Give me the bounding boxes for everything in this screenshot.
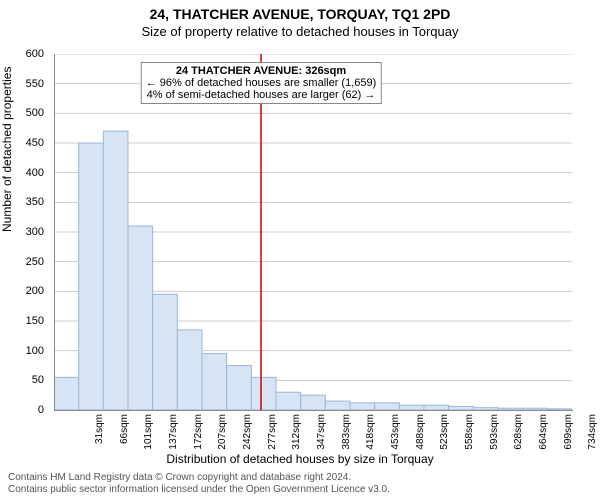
histogram-bar xyxy=(54,377,79,410)
y-tick-label: 250 xyxy=(0,256,44,268)
x-tick-label: 558sqm xyxy=(464,414,475,454)
chart-title-line2: Size of property relative to detached ho… xyxy=(0,22,600,39)
histogram-bar xyxy=(79,143,104,410)
x-tick-label: 137sqm xyxy=(168,414,179,454)
x-axis-ticks: 31sqm 66sqm 101sqm 137sqm 172sqm 207sqm 242sqm… xyxy=(54,414,572,454)
histogram-bar xyxy=(449,406,474,410)
y-tick-label: 300 xyxy=(0,226,44,238)
chart-title-line1: 24, THATCHER AVENUE, TORQUAY, TQ1 2PD xyxy=(0,0,600,22)
y-axis-ticks: 050100150200250300350400450500550600 xyxy=(0,54,50,410)
histogram-bar xyxy=(128,226,153,410)
histogram-bar xyxy=(325,401,350,410)
x-tick-label: 593sqm xyxy=(489,414,500,454)
x-tick-label: 383sqm xyxy=(341,414,352,454)
x-tick-label: 312sqm xyxy=(291,414,302,454)
x-tick-label: 172sqm xyxy=(193,414,204,454)
annotation-line3: 4% of semi-detached houses are larger (6… xyxy=(146,89,377,101)
y-tick-label: 450 xyxy=(0,137,44,149)
y-tick-label: 400 xyxy=(0,167,44,179)
plot-area: 24 THATCHER AVENUE: 326sqm← 96% of detac… xyxy=(54,54,572,410)
y-tick-label: 100 xyxy=(0,345,44,357)
x-tick-label: 347sqm xyxy=(316,414,327,454)
histogram-bar xyxy=(498,408,523,410)
x-axis-label: Distribution of detached houses by size … xyxy=(0,452,600,466)
annotation-line1: 24 THATCHER AVENUE: 326sqm xyxy=(146,65,377,77)
histogram-bar xyxy=(399,405,424,410)
histogram-bar xyxy=(202,354,227,410)
histogram-bar xyxy=(301,395,326,410)
y-tick-label: 600 xyxy=(0,48,44,60)
histogram-bar xyxy=(473,408,498,410)
y-tick-label: 50 xyxy=(0,374,44,386)
x-tick-label: 699sqm xyxy=(563,414,574,454)
histogram-bar xyxy=(103,131,128,410)
histogram-bar xyxy=(227,366,252,411)
histogram-bar xyxy=(276,392,301,410)
histogram-bar xyxy=(350,403,375,410)
x-tick-label: 664sqm xyxy=(538,414,549,454)
footer-attribution: Contains HM Land Registry data © Crown c… xyxy=(8,472,390,496)
y-tick-label: 200 xyxy=(0,285,44,297)
y-tick-label: 550 xyxy=(0,78,44,90)
x-tick-label: 523sqm xyxy=(439,414,450,454)
y-tick-label: 500 xyxy=(0,107,44,119)
x-tick-label: 734sqm xyxy=(587,414,598,454)
y-tick-label: 0 xyxy=(0,404,44,416)
histogram-svg xyxy=(54,54,572,410)
chart-container: { "chart": { "type": "histogram", "title… xyxy=(0,0,600,500)
x-tick-label: 31sqm xyxy=(94,414,105,454)
annotation-box: 24 THATCHER AVENUE: 326sqm← 96% of detac… xyxy=(141,62,382,104)
x-tick-label: 488sqm xyxy=(415,414,426,454)
histogram-bar xyxy=(251,377,276,410)
histogram-bar xyxy=(523,408,548,410)
x-tick-label: 242sqm xyxy=(242,414,253,454)
footer-line2: Contains public sector information licen… xyxy=(8,484,390,496)
x-tick-label: 453sqm xyxy=(390,414,401,454)
x-tick-label: 418sqm xyxy=(365,414,376,454)
histogram-bar xyxy=(547,409,572,410)
annotation-line2: ← 96% of detached houses are smaller (1,… xyxy=(146,77,377,89)
y-tick-label: 150 xyxy=(0,315,44,327)
histogram-bar xyxy=(424,405,449,410)
histogram-bar xyxy=(153,294,178,410)
x-tick-label: 101sqm xyxy=(143,414,154,454)
x-tick-label: 628sqm xyxy=(513,414,524,454)
histogram-bar xyxy=(177,330,202,410)
histogram-bar xyxy=(375,403,400,410)
x-tick-label: 207sqm xyxy=(217,414,228,454)
footer-line1: Contains HM Land Registry data © Crown c… xyxy=(8,472,390,484)
y-tick-label: 350 xyxy=(0,196,44,208)
x-tick-label: 277sqm xyxy=(267,414,278,454)
x-tick-label: 66sqm xyxy=(119,414,130,454)
